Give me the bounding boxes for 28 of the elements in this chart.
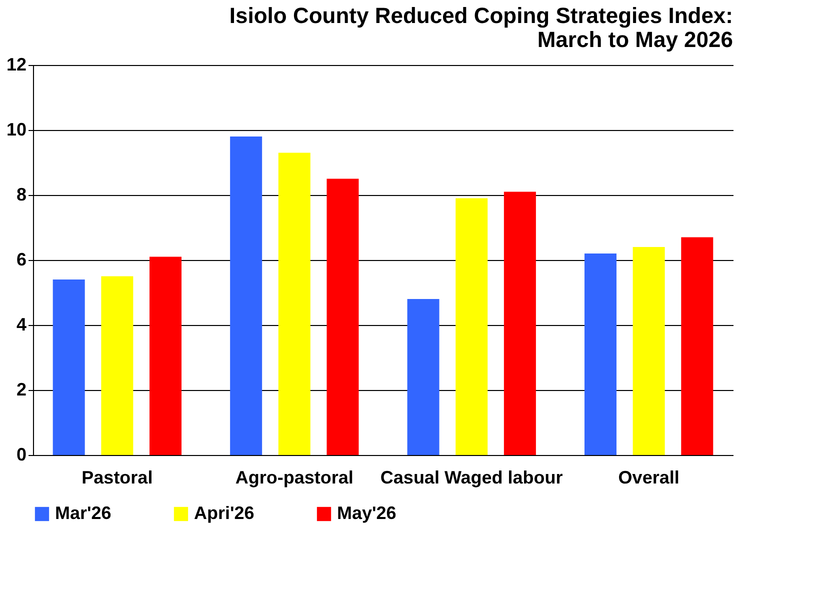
text: March to May 2026 xyxy=(537,27,733,52)
legend-label: May'26 xyxy=(337,503,396,523)
x-tick-label: Pastoral xyxy=(82,468,153,488)
x-tick-label: Casual Waged labour xyxy=(380,468,563,488)
y-tick-label: 0 xyxy=(16,444,26,464)
legend-label: Mar'26 xyxy=(55,503,112,523)
bar xyxy=(407,299,440,455)
y-tick-label: 8 xyxy=(16,184,26,204)
bar xyxy=(278,152,310,455)
bar xyxy=(456,198,488,455)
y-tick-label: 2 xyxy=(16,380,26,400)
x-tick-label: Overall xyxy=(618,468,680,488)
y-tick-label: 10 xyxy=(6,120,26,140)
bar xyxy=(52,280,85,455)
bar xyxy=(681,237,714,455)
y-tick-label: 6 xyxy=(16,250,26,270)
y-tick-label: 12 xyxy=(6,54,26,74)
bar xyxy=(101,276,134,455)
bar xyxy=(504,192,536,455)
bar xyxy=(230,136,262,455)
y-tick-label: 4 xyxy=(16,314,26,334)
bar xyxy=(150,256,182,455)
x-tick-label: Agro-pastoral xyxy=(235,468,354,488)
bar xyxy=(584,254,616,455)
bar xyxy=(326,178,359,455)
bar xyxy=(632,247,665,455)
text: Isiolo County Reduced Coping Strategies Index: xyxy=(229,3,733,28)
legend-label: Apri'26 xyxy=(194,503,254,523)
